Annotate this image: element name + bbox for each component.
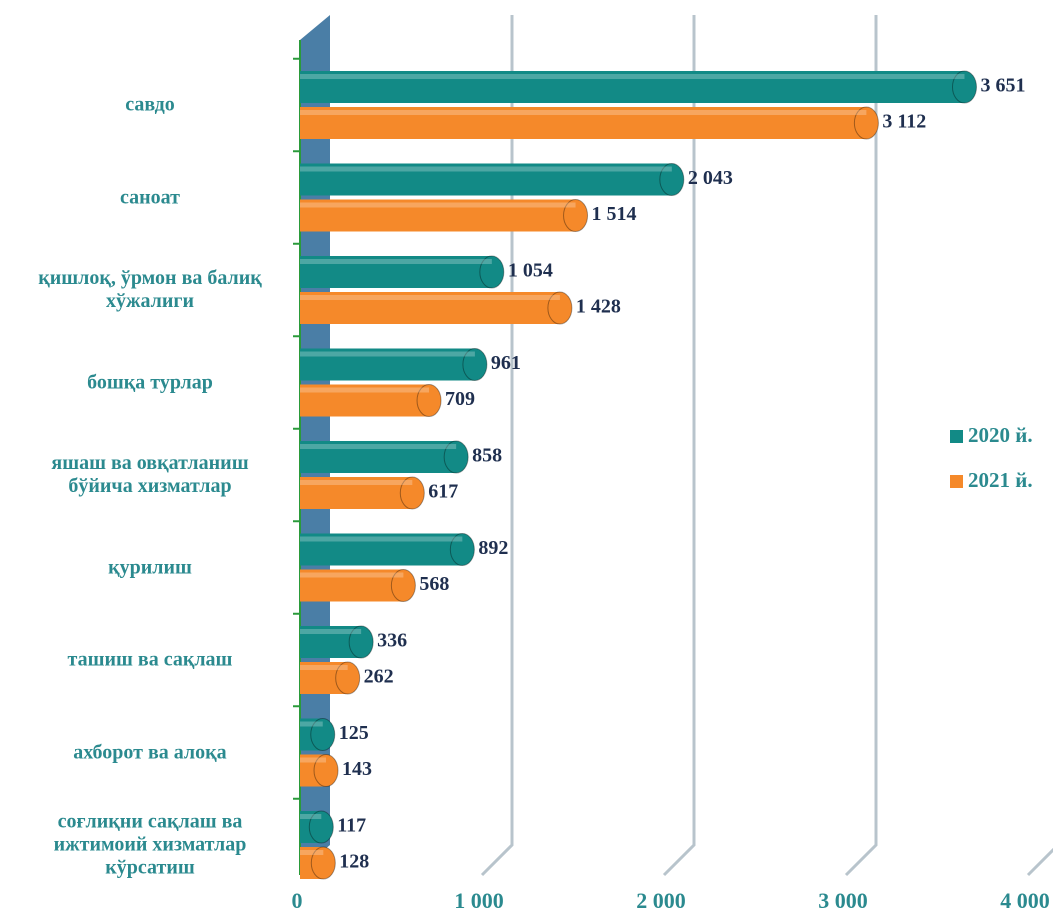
x-tick-label: 2 000 xyxy=(636,888,686,913)
value-label: 892 xyxy=(478,537,508,559)
legend-label: 2020 й. xyxy=(968,423,1033,447)
value-label: 3 651 xyxy=(980,75,1025,97)
value-label: 262 xyxy=(364,666,394,688)
legend-swatch xyxy=(950,430,963,443)
x-tick-label: 0 xyxy=(292,888,303,913)
value-label: 125 xyxy=(339,722,369,744)
value-label: 617 xyxy=(428,481,458,503)
bar-cap xyxy=(659,163,685,196)
value-label: 143 xyxy=(342,758,372,780)
bar-highlight xyxy=(300,536,463,542)
value-label: 858 xyxy=(472,445,502,467)
x-tick-label: 3 000 xyxy=(818,888,868,913)
bar-cap xyxy=(479,255,505,289)
value-label: 961 xyxy=(491,352,521,374)
category-label: бошқа турлар xyxy=(87,371,213,393)
value-label: 128 xyxy=(339,851,369,873)
legend-label: 2021 й. xyxy=(968,468,1033,492)
bar-cap xyxy=(310,718,336,751)
bar-highlight xyxy=(300,757,327,763)
grid-line xyxy=(844,15,878,877)
bar-cap xyxy=(390,569,416,602)
value-label: 3 112 xyxy=(882,111,926,133)
bar-cap xyxy=(563,199,589,232)
category-label: савдо xyxy=(125,93,175,116)
bar-cap xyxy=(449,533,475,566)
bar-highlight xyxy=(300,629,362,634)
bar xyxy=(300,71,965,103)
value-label: 2 043 xyxy=(688,167,733,189)
value-label: 336 xyxy=(377,630,407,652)
bar-cap xyxy=(313,754,339,787)
bar-highlight xyxy=(300,480,413,485)
category-label: яшаш ва овқатланиш бўйича хизматлар xyxy=(51,452,249,497)
bar-highlight xyxy=(300,74,965,79)
bar-cap xyxy=(308,810,334,844)
bar-highlight xyxy=(300,295,560,300)
bar-cap xyxy=(951,70,977,104)
value-label: 709 xyxy=(445,388,475,410)
bar xyxy=(300,569,404,602)
bar xyxy=(300,163,672,196)
bar-highlight xyxy=(300,387,430,393)
legend-swatch xyxy=(950,475,963,488)
bar-highlight xyxy=(300,721,323,727)
bar-cap xyxy=(853,106,879,140)
grid-line xyxy=(480,15,514,877)
category-label: қишлоқ, ўрмон ва балиқ хўжалиги xyxy=(38,267,262,312)
grid-line xyxy=(1026,847,1053,877)
grid-line xyxy=(662,15,696,877)
bar-highlight xyxy=(300,572,404,578)
bar-highlight xyxy=(300,850,324,855)
bar-highlight xyxy=(300,259,492,264)
bar-highlight xyxy=(300,814,322,819)
bar-cap xyxy=(399,476,425,510)
bar-highlight xyxy=(300,166,672,172)
bar-highlight xyxy=(300,351,475,357)
value-label: 1 514 xyxy=(592,203,637,225)
bar-cap xyxy=(547,291,573,325)
bar-cap xyxy=(462,348,488,381)
category-label: қурилиш xyxy=(108,556,192,578)
bar-cap xyxy=(416,384,442,417)
bar xyxy=(300,256,492,288)
bar-cap xyxy=(335,661,361,695)
value-label: 1 428 xyxy=(576,296,621,318)
value-label: 1 054 xyxy=(508,260,553,282)
bar-cap xyxy=(310,846,336,880)
x-tick-label: 1 000 xyxy=(454,888,504,913)
bar-highlight xyxy=(300,665,348,670)
bar xyxy=(300,348,475,381)
bar xyxy=(300,107,867,139)
category-label: ахборот ва алоқа xyxy=(73,741,227,763)
bar-cap xyxy=(443,440,469,474)
value-label: 568 xyxy=(419,573,449,595)
bar xyxy=(300,384,430,417)
bar-highlight xyxy=(300,202,576,208)
bar xyxy=(300,199,576,232)
category-label: саноат xyxy=(120,186,180,208)
x-tick-label: 4 000 xyxy=(1000,888,1050,913)
bar-highlight xyxy=(300,444,457,449)
category-label: ташиш ва сақлаш xyxy=(67,648,233,671)
bar xyxy=(300,477,413,509)
bar-cap xyxy=(348,625,374,659)
value-label: 117 xyxy=(337,815,366,837)
bar-highlight xyxy=(300,110,867,115)
bar xyxy=(300,441,457,473)
category-label: соғлиқни сақлаш ва ижтимоий хизматлар кў… xyxy=(53,810,247,879)
bar xyxy=(300,533,463,566)
bar xyxy=(300,292,560,324)
